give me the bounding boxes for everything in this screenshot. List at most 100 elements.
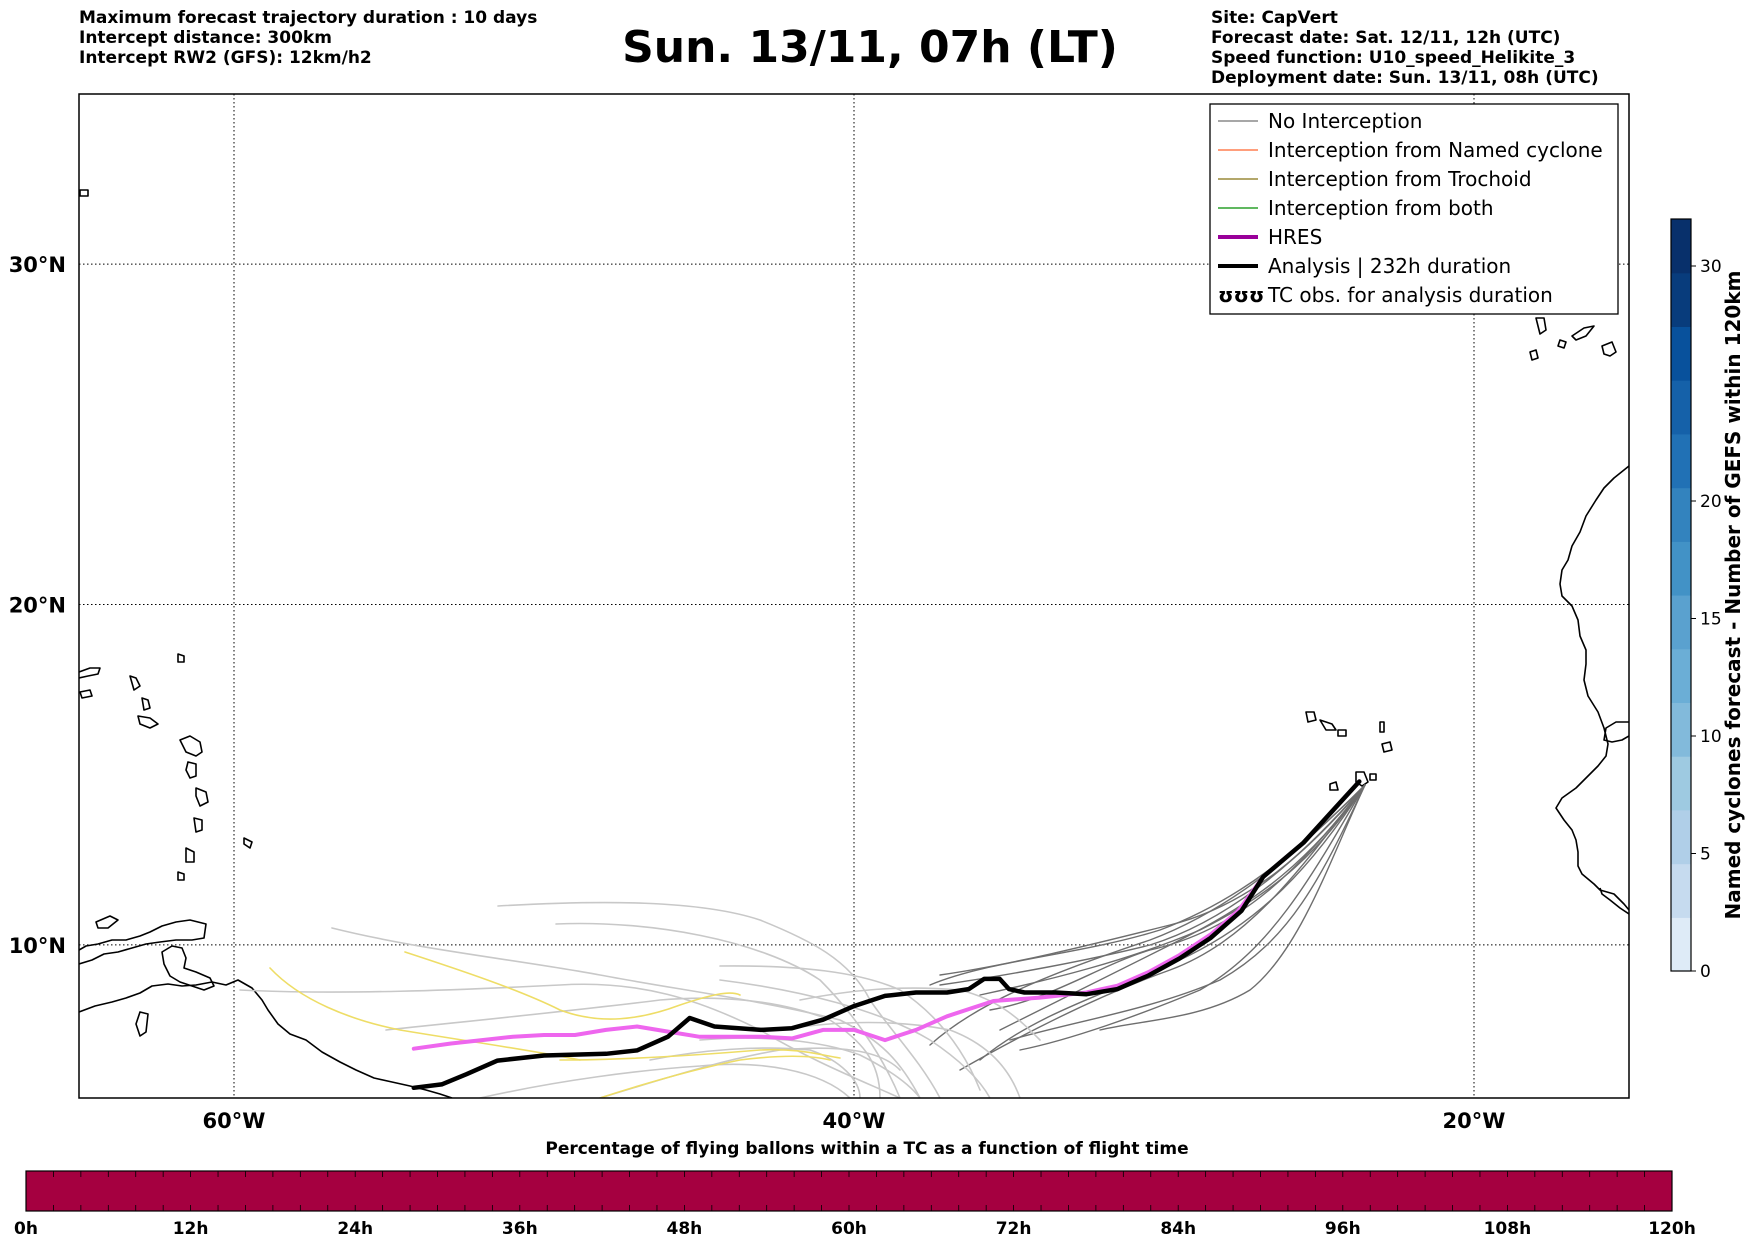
colorbar-cell: [1671, 326, 1691, 381]
light-track: [555, 922, 901, 1098]
yellow-track: [269, 967, 581, 1061]
island-canary-5: [1529, 349, 1539, 361]
light-track: [239, 983, 901, 1098]
island-capeverde-8: [1369, 773, 1377, 781]
legend-box: [1209, 103, 1619, 315]
yellow-track: [404, 951, 741, 1020]
analysis-track: [411, 779, 1362, 1091]
colorbar-tick-label: 10: [1700, 727, 1722, 747]
light-track: [649, 1047, 861, 1098]
island-14: [177, 653, 185, 663]
deployment-date-text: Deployment date: Sun. 13/11, 08h (UTC): [1211, 68, 1599, 88]
colorbar-cell: [1671, 756, 1691, 811]
colorbar-cell: [1671, 595, 1691, 650]
legend-label: Analysis | 232h duration: [1268, 254, 1511, 278]
time-tick-label: 48h: [667, 1219, 703, 1239]
colorbar-cell: [1671, 702, 1691, 757]
lat-tick-label: 20°N: [9, 594, 66, 618]
colorbar-right-cells: [1671, 219, 1691, 972]
island-2: [129, 675, 141, 691]
coast-africa-bight: [1599, 887, 1629, 915]
colorbar-cell: [1671, 648, 1691, 703]
trajectory-tracks: [239, 779, 1366, 1098]
light-track: [331, 927, 921, 1098]
coast-yucatan: [79, 667, 101, 679]
colorbar-cell: [1671, 809, 1691, 865]
island-canary-2: [1557, 339, 1567, 349]
island-5: [179, 735, 203, 757]
colorbar-tick-label: 0: [1700, 962, 1711, 982]
island-13: [135, 1011, 149, 1037]
intercept-distance-text: Intercept distance: 300km: [79, 28, 332, 48]
legend: No Interception Interception from Named c…: [1209, 103, 1619, 315]
gefs-light-tracks: [239, 901, 1041, 1098]
time-tick-label: 12h: [173, 1219, 209, 1239]
lat-tick-label: 10°N: [9, 934, 66, 958]
site-info: Site: CapVert Forecast date: Sat. 12/11,…: [1211, 8, 1599, 88]
island-9: [185, 847, 195, 863]
colorbar-cell: [1671, 541, 1691, 596]
dark-track: [999, 784, 1366, 1031]
island-capeverde-7: [1355, 771, 1369, 787]
dark-track: [1019, 784, 1366, 1051]
time-tick-label: 60h: [831, 1219, 867, 1239]
lat-tick-label: 30°N: [9, 253, 66, 277]
island-capeverde-6: [1329, 781, 1339, 791]
axis-tick-labels: 60°W 40°W 20°W 30°N 20°N 10°N: [9, 253, 1506, 1133]
legend-label: Interception from Trochoid: [1268, 167, 1532, 191]
colorbar-cell: [1671, 917, 1691, 972]
time-tick-label: 84h: [1160, 1219, 1196, 1239]
dark-track: [939, 784, 1366, 976]
lon-tick-label: 20°W: [1443, 1109, 1506, 1133]
lon-tick-label: 40°W: [823, 1109, 886, 1133]
max-duration-text: Maximum forecast trajectory duration : 1…: [79, 8, 538, 28]
hres-track: [411, 779, 1362, 1051]
legend-label: No Interception: [1268, 109, 1422, 133]
colorbar-cell: [1671, 433, 1691, 489]
lon-tick-label: 60°W: [203, 1109, 266, 1133]
colorbar-tick-label: 15: [1700, 610, 1722, 630]
time-tick-label: 36h: [502, 1219, 538, 1239]
time-tick-label: 24h: [337, 1219, 373, 1239]
island-capeverde-5: [1381, 741, 1393, 753]
colorbar-tick-label: 5: [1700, 845, 1711, 865]
colorbar-tick-label: 20: [1700, 492, 1722, 512]
coast-trinidad: [161, 945, 215, 991]
dark-track: [959, 784, 1366, 1071]
gefs-yellow-tracks: [269, 951, 841, 1098]
island-15: [79, 189, 89, 197]
yellow-track: [559, 1048, 841, 1061]
colorbar-bottom: Percentage of flying ballons within a TC…: [14, 1139, 1696, 1239]
intercept-rw2-text: Intercept RW2 (GFS): 12km/h2: [79, 48, 372, 68]
island-capeverde-4: [1379, 721, 1385, 733]
colorbar-cell: [1671, 219, 1691, 274]
yellow-track: [599, 1055, 831, 1098]
island-7: [195, 787, 209, 807]
time-tick-label: 72h: [996, 1219, 1032, 1239]
time-tick-label: 0h: [14, 1219, 38, 1239]
coast-south-america: [79, 979, 453, 1098]
coastlines: [79, 189, 1629, 1098]
legend-label: Interception from both: [1268, 196, 1494, 220]
tc-obs-symbol-icon: ʊʊʊ: [1218, 283, 1264, 307]
island-12: [95, 915, 119, 929]
island-capeverde-1: [1305, 711, 1317, 723]
colorbar-cell: [1671, 487, 1691, 542]
island-3: [141, 697, 151, 711]
time-tick-label: 120h: [1648, 1219, 1696, 1239]
coast-venezuela: [79, 919, 207, 965]
island-4: [137, 715, 159, 729]
colorbar-cell: [1671, 272, 1691, 327]
island-10: [177, 871, 185, 881]
dark-track: [1009, 784, 1366, 1041]
light-track: [779, 1021, 1021, 1098]
colorbar-right: 0 5 10 15 20 30 Named cyclones forecast - Num…: [1670, 218, 1745, 982]
light-track: [479, 1063, 851, 1098]
page-title: Sun. 13/11, 07h (LT): [622, 22, 1118, 73]
island-canary-1: [1535, 317, 1547, 335]
graticule: [79, 94, 1629, 1098]
colorbar-cell: [1671, 863, 1691, 918]
speed-function-text: Speed function: U10_speed_Helikite_3: [1211, 48, 1576, 68]
coast-africa-west-2: [1603, 721, 1629, 743]
